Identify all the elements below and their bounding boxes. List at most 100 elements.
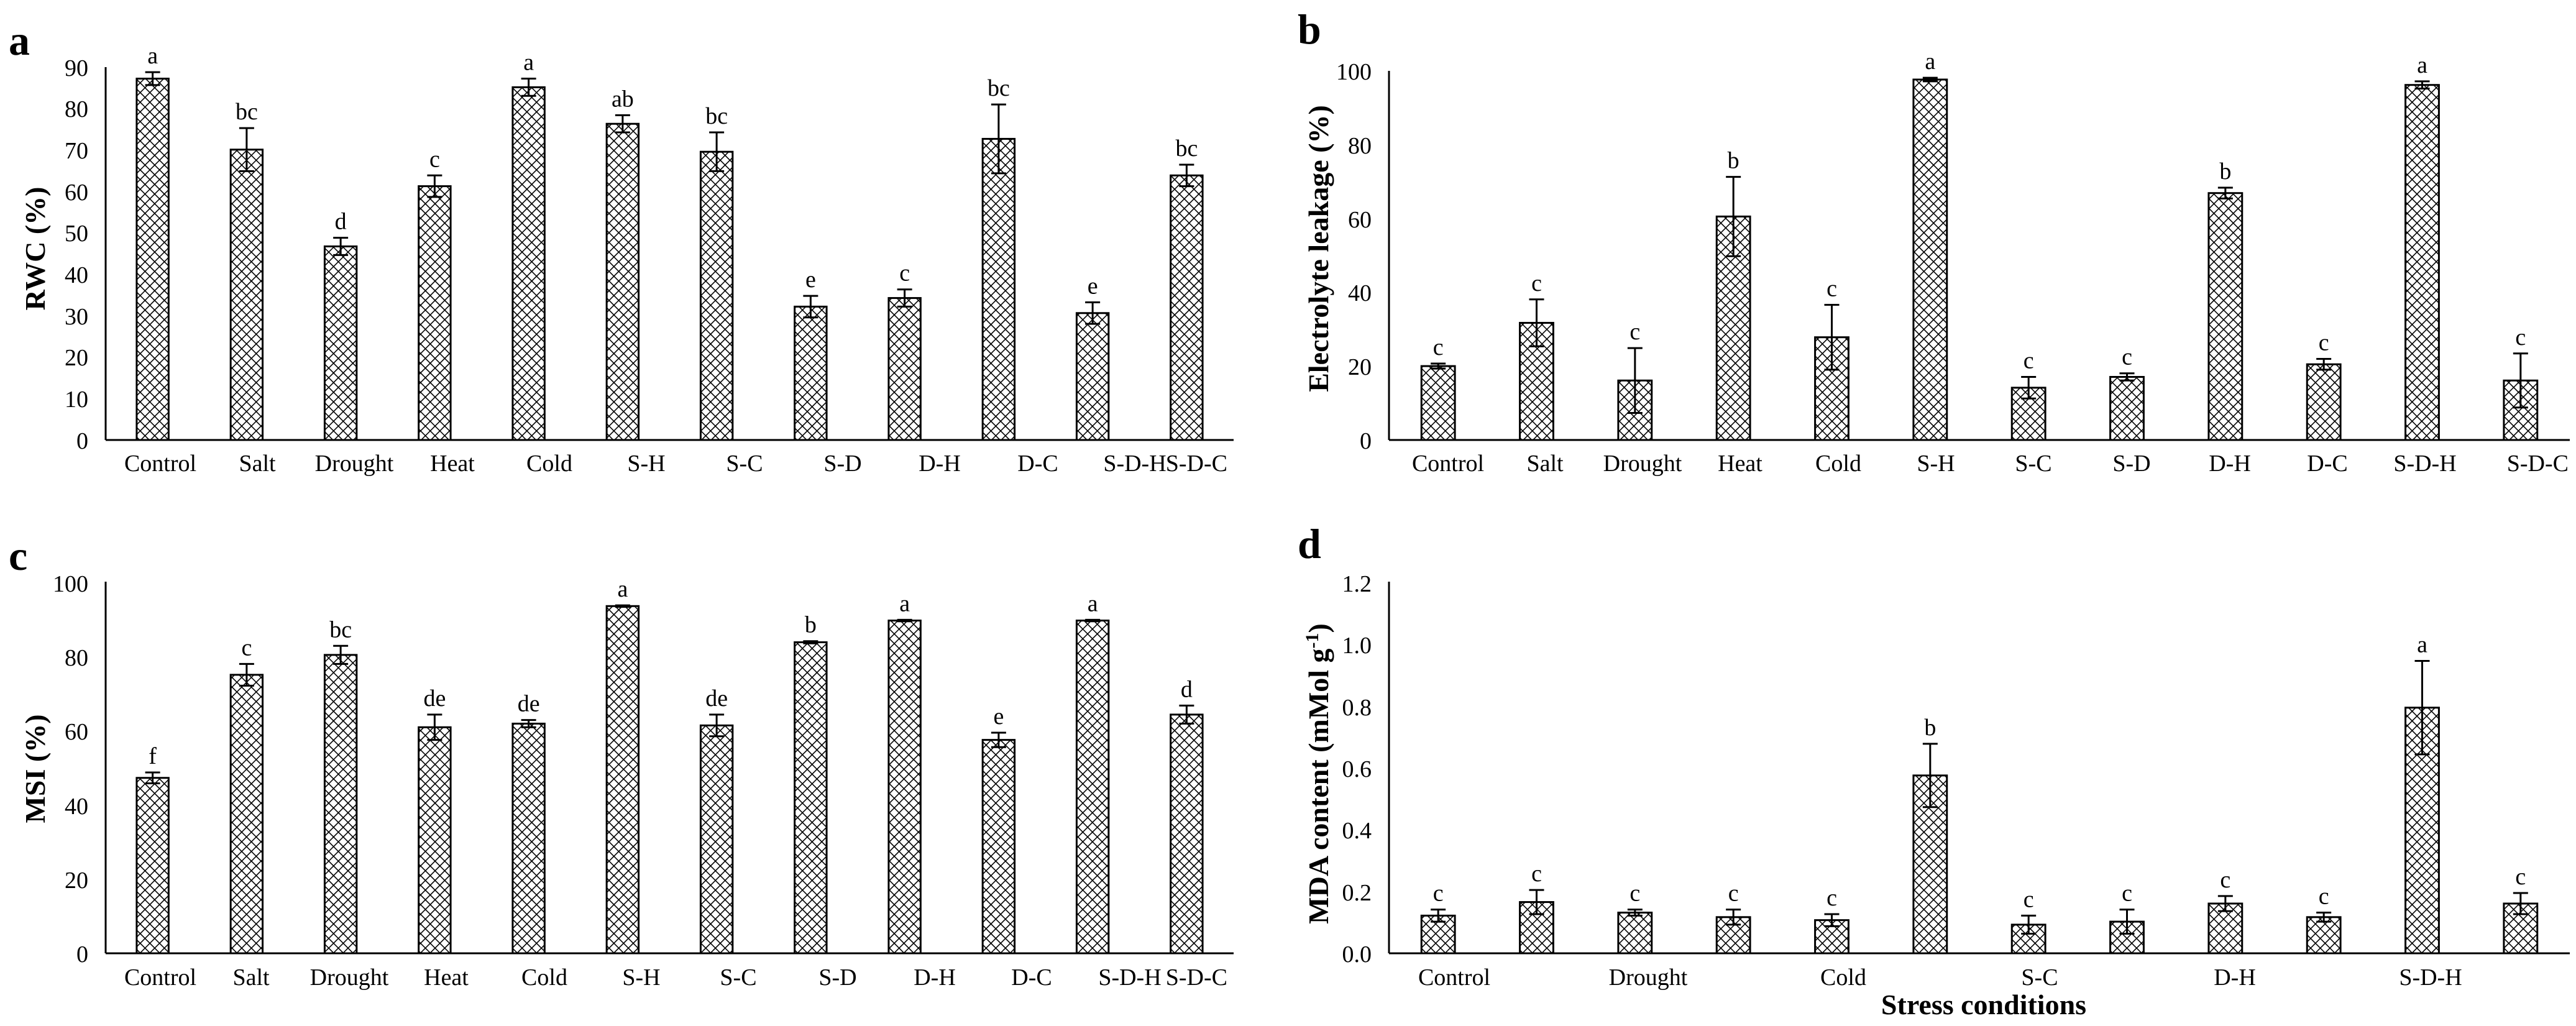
panel-a: a RWC (%) 0 10 20 30 40 50 60 70 80 90 a…: [9, 17, 1234, 477]
y-tick-label: 20: [65, 868, 88, 894]
bar: [1075, 620, 1110, 955]
bar: [699, 724, 734, 955]
significance-letter: c: [429, 146, 440, 172]
x-tick-label: S-D-H: [1098, 964, 1161, 991]
significance-letter: de: [423, 685, 446, 712]
significance-letter: bc: [705, 103, 728, 129]
significance-letter: b: [1924, 715, 1936, 741]
bar: [2404, 84, 2440, 441]
x-tick-label: Salt: [1526, 451, 1564, 477]
x-tick-label: Drought: [1603, 451, 1682, 477]
significance-letter: a: [1088, 590, 1098, 616]
significance-letter: bc: [988, 75, 1010, 101]
bar: [794, 641, 828, 955]
y-axis-label-d-main: MDA content (mMol g: [1303, 649, 1334, 924]
y-tick-label: 0: [76, 428, 88, 454]
y-tick-label: 60: [1348, 207, 1372, 233]
significance-letter: de: [705, 685, 728, 712]
panel-label-b: b: [1298, 6, 1321, 53]
x-tick-label: Cold: [526, 451, 572, 477]
significance-letter: d: [1181, 676, 1193, 702]
bar: [418, 726, 452, 955]
bar: [981, 739, 1016, 955]
x-tick-label: S-D-H: [2393, 451, 2456, 477]
panel-d: d MDA content (mMol g-1) 0.0 0.2 0.4 0.6…: [1298, 520, 2570, 1020]
significance-letter: a: [523, 50, 534, 76]
y-ticks-c: 0 20 40 60 80 100: [53, 571, 88, 968]
significance-letter: c: [2515, 324, 2526, 350]
bars-b: c c c b c a c c b c a c: [1420, 48, 2539, 441]
significance-letter: a: [617, 576, 628, 602]
panel-b: b Electrolyte leakage (%) 0 20 40 60 80 …: [1298, 6, 2570, 477]
bar: [981, 137, 1016, 441]
bar: [229, 674, 264, 955]
significance-letter: bc: [236, 99, 258, 125]
significance-letter: e: [805, 267, 816, 293]
bar: [1075, 312, 1110, 441]
y-tick-label: 100: [53, 571, 88, 597]
significance-letter: c: [899, 260, 910, 286]
x-tick-label: Control: [1418, 964, 1490, 991]
bar: [511, 722, 546, 955]
significance-letter: a: [147, 43, 158, 69]
x-tick-label: S-D-C: [1166, 451, 1227, 477]
significance-letter: c: [1827, 276, 1837, 302]
significance-letter: d: [335, 209, 347, 235]
bar: [2207, 192, 2244, 441]
y-ticks-b: 0 20 40 60 80 100: [1336, 59, 1372, 454]
x-tick-label: S-C: [720, 964, 756, 991]
significance-letter: c: [2319, 884, 2329, 910]
x-tick-labels-c: Control Salt Drought Heat Cold S-H S-C S…: [124, 964, 1227, 991]
bar: [1912, 78, 1948, 441]
bar: [1617, 912, 1653, 955]
significance-letter: c: [1531, 270, 1542, 296]
x-tick-label: Heat: [424, 964, 469, 991]
significance-letter: ab: [612, 86, 634, 112]
x-tick-label: S-D: [2112, 451, 2150, 477]
x-tick-label: Drought: [310, 964, 389, 991]
x-tick-label: S-D-C: [2507, 451, 2569, 477]
significance-letter: c: [2024, 886, 2034, 912]
y-tick-label: 20: [1348, 354, 1372, 380]
bar: [135, 78, 170, 441]
significance-letter: a: [1925, 48, 1935, 75]
x-tick-label: S-D: [823, 451, 861, 477]
bar: [418, 185, 452, 441]
y-tick-label: 80: [65, 96, 88, 122]
significance-letter: c: [1827, 885, 1837, 911]
bar: [605, 122, 640, 441]
y-tick-label: 60: [65, 180, 88, 206]
y-tick-label: 20: [65, 345, 88, 371]
x-tick-label: S-H: [622, 964, 660, 991]
bar: [323, 654, 358, 955]
x-tick-label: Cold: [521, 964, 567, 991]
y-tick-label: 0: [1360, 428, 1372, 454]
significance-letter: e: [993, 703, 1004, 730]
significance-letter: c: [1531, 861, 1542, 887]
bars-c: f c bc de de a de b a e a d: [135, 576, 1204, 955]
x-tick-label: S-D: [818, 964, 856, 991]
significance-letter: c: [2220, 867, 2230, 893]
x-tick-label: D-H: [2209, 451, 2251, 477]
x-tick-labels-a: Control Salt Drought Heat Cold S-H S-C S…: [124, 451, 1227, 477]
y-tick-label: 0.0: [1342, 941, 1372, 968]
y-axis-label-c: MSI (%): [19, 714, 51, 823]
y-axis-label-b: Electrolyte leakage (%): [1303, 105, 1334, 392]
bar: [1420, 365, 1456, 441]
significance-letter: c: [1629, 881, 1640, 907]
significance-letter: b: [1728, 148, 1739, 174]
y-axis-label-d: MDA content (mMol g-1): [1302, 623, 1334, 924]
significance-letter: c: [2024, 348, 2034, 374]
significance-letter: e: [1088, 273, 1098, 299]
x-tick-label: D-H: [2214, 964, 2256, 991]
y-tick-label: 0.6: [1342, 756, 1372, 782]
x-tick-label: S-D-H: [1103, 451, 1166, 477]
y-tick-label: 1.2: [1342, 571, 1372, 597]
x-tick-label: Control: [124, 964, 196, 991]
bar: [605, 605, 640, 955]
x-tick-label: Drought: [315, 451, 394, 477]
significance-letter: c: [1629, 319, 1640, 345]
x-tick-labels-b: Control Salt Drought Heat Cold S-H S-C S…: [1412, 451, 2569, 477]
x-tick-label: D-H: [914, 964, 956, 991]
